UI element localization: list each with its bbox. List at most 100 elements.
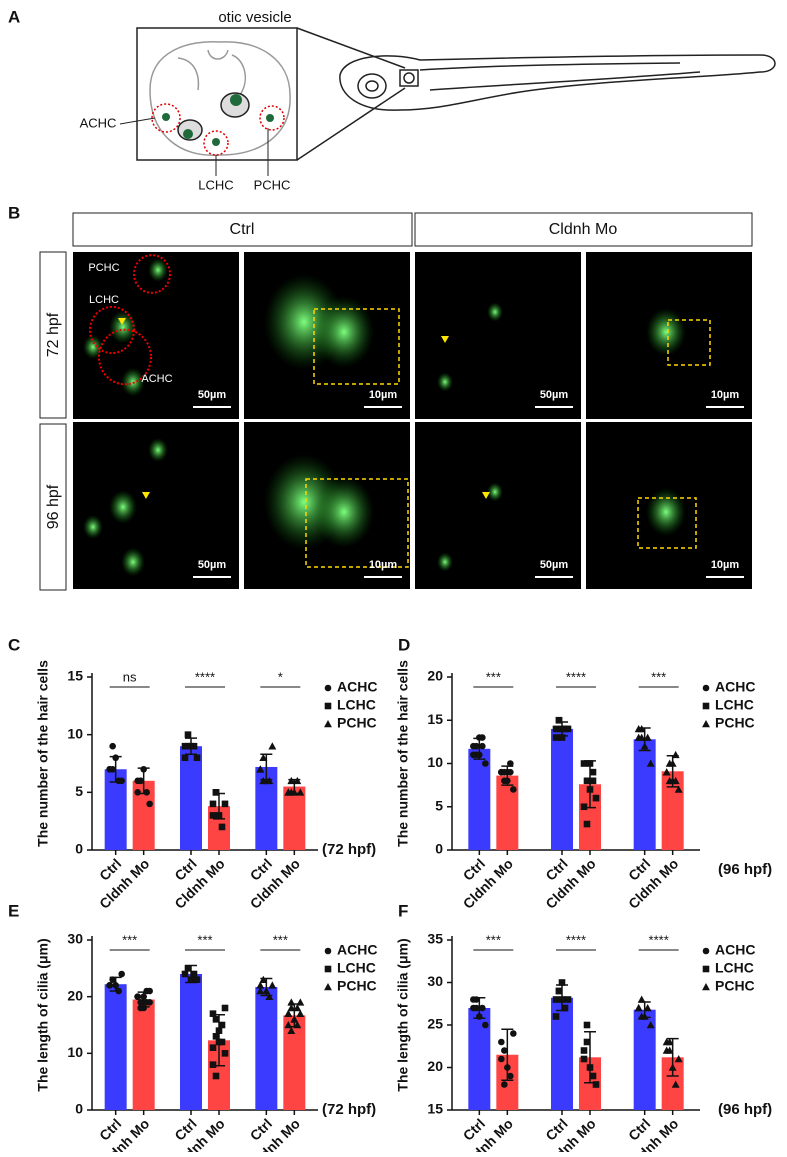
significance-label: *** [122, 932, 137, 947]
data-point [212, 1072, 220, 1080]
y-tick-label: 30 [67, 931, 83, 947]
bar [104, 769, 127, 850]
data-point [470, 996, 477, 1003]
bar [633, 1009, 656, 1110]
legend-marker [702, 702, 710, 710]
zoom-box [313, 308, 400, 385]
arrowhead [118, 318, 126, 325]
scale-label: 50µm [198, 559, 227, 571]
schematic-title: otic vesicle [218, 9, 291, 26]
cell-signal [83, 335, 103, 359]
cell-signal [121, 547, 145, 577]
bar [180, 746, 202, 850]
legend-marker [324, 684, 332, 692]
data-point [498, 1038, 505, 1046]
data-point [118, 777, 125, 785]
data-point [221, 1004, 229, 1012]
data-point [209, 812, 217, 819]
data-point [293, 1021, 302, 1029]
cell-circle [133, 254, 171, 294]
data-point [586, 1064, 594, 1071]
arrowhead [482, 492, 490, 499]
significance-label: **** [195, 669, 215, 684]
data-point [212, 1016, 220, 1023]
data-point [184, 742, 192, 750]
zoom-box [667, 319, 711, 366]
data-point [501, 768, 508, 776]
data-point [510, 786, 517, 793]
stage-note: (72 hpf) [322, 841, 376, 858]
data-point [476, 1013, 483, 1020]
y-tick-label: 10 [67, 1044, 83, 1060]
cell-signal [109, 490, 137, 524]
stage-note: (72 hpf) [322, 1101, 376, 1118]
data-point [218, 1021, 226, 1029]
cell-label: LCHC [89, 294, 119, 306]
data-point [181, 970, 189, 978]
data-point [256, 765, 265, 773]
bar [132, 780, 155, 850]
cell-signal [487, 482, 503, 502]
data-point [634, 1004, 643, 1012]
significance-label: *** [273, 932, 288, 947]
data-point [668, 1063, 677, 1071]
legend-label: ACHC [715, 679, 755, 695]
data-point [586, 760, 594, 767]
data-point [218, 823, 226, 831]
data-point [193, 754, 201, 762]
significance-label: **** [566, 669, 586, 684]
data-point [265, 776, 274, 785]
y-tick-label: 15 [67, 668, 83, 684]
data-point [507, 760, 514, 767]
cell-signal [148, 438, 168, 462]
data-point [671, 750, 680, 759]
cell-signal [437, 372, 453, 392]
bar [255, 987, 278, 1110]
legend-label: PCHC [715, 978, 755, 994]
data-point [646, 1021, 655, 1029]
y-axis-label: The length of cilia (μm) [35, 938, 51, 1091]
legend-marker [324, 983, 332, 991]
y-tick-label: 0 [435, 841, 443, 857]
y-tick-label: 0 [75, 841, 83, 857]
cell-signal [314, 296, 374, 368]
legend-marker [702, 684, 710, 692]
data-point [287, 788, 296, 796]
data-point [589, 1072, 597, 1080]
pointer [119, 117, 156, 125]
data-point [476, 751, 483, 759]
cell-label: PCHC [254, 177, 291, 192]
y-tick-label: 20 [427, 1058, 443, 1074]
legend-marker [702, 947, 710, 955]
data-point [662, 1038, 671, 1046]
data-point [256, 981, 265, 989]
data-point [482, 760, 489, 767]
data-point [256, 987, 265, 995]
bar [180, 974, 202, 1110]
data-point [583, 1021, 591, 1029]
data-point [193, 976, 201, 983]
y-tick-label: 15 [427, 1101, 443, 1117]
significance-label: ns [123, 669, 137, 684]
data-point [143, 789, 150, 796]
data-point [287, 998, 296, 1006]
data-point [290, 1015, 299, 1023]
data-point [479, 734, 486, 741]
data-point [583, 777, 591, 785]
data-point [558, 734, 566, 741]
data-point [592, 1081, 600, 1088]
data-point [112, 982, 119, 989]
data-point [558, 996, 566, 1003]
legend-label: LCHC [337, 697, 376, 713]
data-point [501, 1047, 508, 1054]
data-point [643, 733, 652, 741]
data-point [580, 803, 588, 811]
y-tick-label: 5 [435, 797, 443, 813]
arrowhead [441, 336, 449, 343]
data-point [561, 1004, 569, 1012]
data-point [268, 981, 277, 989]
y-tick-label: 15 [427, 711, 443, 727]
error-bar [501, 1028, 514, 1081]
y-tick-label: 20 [427, 668, 443, 684]
